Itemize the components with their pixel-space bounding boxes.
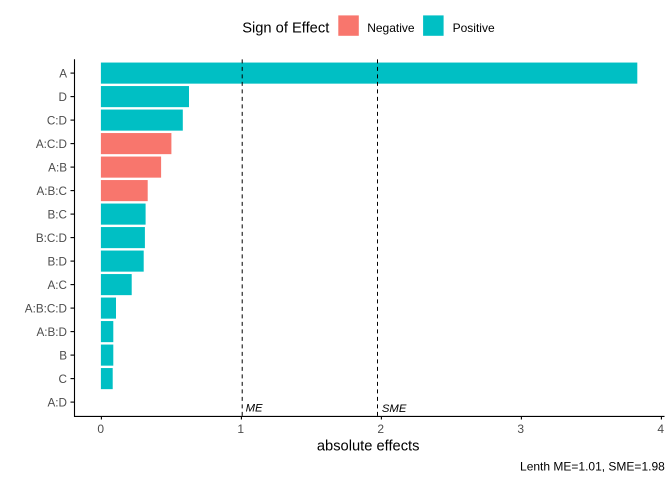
svg-text:Sign of Effect: Sign of Effect (242, 20, 329, 36)
svg-text:A:C:D: A:C:D (36, 138, 67, 151)
svg-text:0: 0 (97, 422, 104, 436)
svg-text:C: C (59, 373, 67, 386)
svg-text:absolute effects: absolute effects (317, 439, 420, 455)
svg-text:4: 4 (657, 422, 664, 436)
svg-text:Negative: Negative (367, 21, 415, 35)
svg-text:A:C: A:C (48, 279, 67, 292)
svg-text:3: 3 (517, 422, 524, 436)
svg-text:A:D: A:D (48, 396, 67, 409)
svg-text:A:B:D: A:B:D (36, 326, 67, 339)
svg-text:D: D (59, 91, 67, 104)
svg-text:B: B (59, 349, 67, 362)
svg-text:ME: ME (246, 403, 263, 415)
svg-text:A:B:C:D: A:B:C:D (25, 302, 67, 315)
svg-text:A:B: A:B (48, 161, 67, 174)
svg-text:B:C:D: B:C:D (36, 232, 67, 245)
svg-text:A: A (59, 67, 67, 80)
svg-text:Lenth ME=1.01, SME=1.98: Lenth ME=1.01, SME=1.98 (520, 460, 665, 474)
svg-text:2: 2 (377, 422, 384, 436)
svg-text:SME: SME (382, 403, 407, 415)
svg-text:B:D: B:D (48, 255, 67, 268)
svg-text:A:B:C: A:B:C (36, 185, 67, 198)
svg-text:B:C: B:C (48, 208, 67, 221)
svg-text:1: 1 (237, 422, 244, 436)
svg-text:Positive: Positive (453, 21, 495, 35)
svg-text:C:D: C:D (47, 114, 67, 127)
